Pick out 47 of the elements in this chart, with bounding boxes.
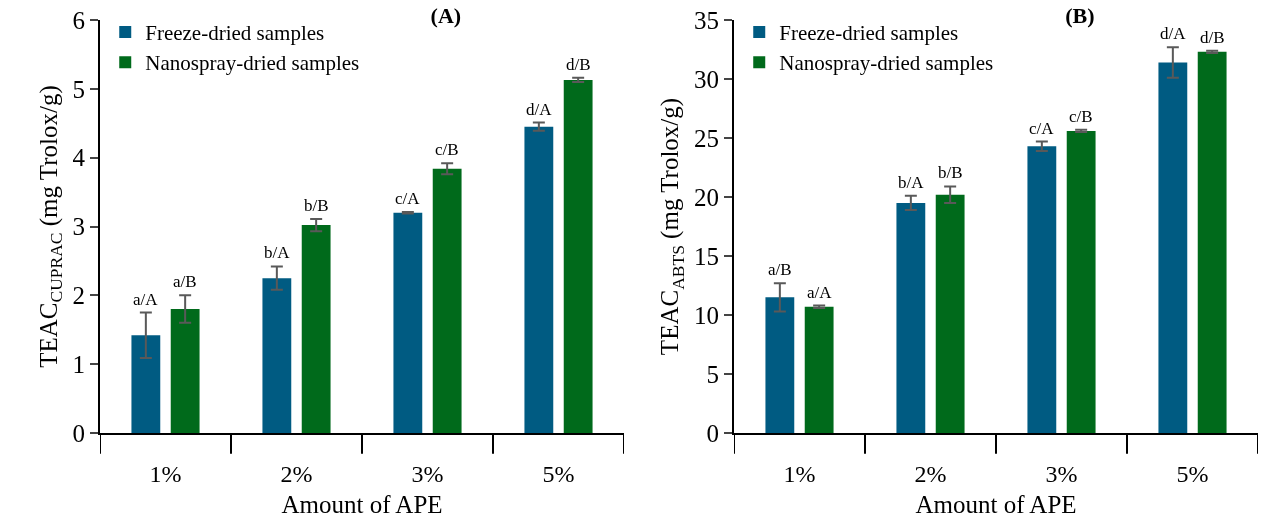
x-tick-label: 2%	[914, 460, 947, 487]
legend-label: Nanospray-dried samples	[779, 51, 994, 76]
x-tick-label: 1%	[149, 460, 182, 487]
y-tick-label: 35	[694, 6, 719, 34]
x-tick-label: 3%	[411, 460, 444, 487]
y-tick-label: 0	[72, 419, 85, 447]
y-tick-label: 15	[694, 242, 719, 270]
y-tick-label: 1	[72, 350, 85, 378]
x-tick-label: 1%	[783, 460, 816, 487]
data-label: b/B	[938, 163, 963, 182]
x-tick-label: 5%	[1176, 460, 1209, 487]
y-tick-label: 5	[706, 360, 719, 388]
y-tick-label: 6	[72, 6, 85, 34]
data-label: c/B	[1069, 107, 1093, 126]
legend-label: Nanospray-dried samples	[145, 51, 360, 76]
y-tick-label: 5	[72, 75, 85, 103]
chart-title: (B)	[1065, 3, 1095, 29]
data-label: b/A	[898, 173, 925, 192]
y-tick-label: 0	[706, 419, 719, 447]
data-label: c/A	[395, 189, 421, 208]
data-label: a/A	[133, 290, 159, 309]
y-tick-label: 20	[694, 183, 719, 211]
data-label: a/B	[173, 272, 197, 291]
y-tick-label: 10	[694, 301, 719, 329]
x-tick-label: 2%	[280, 460, 313, 487]
data-label: d/B	[1200, 28, 1225, 47]
y-tick-label: 25	[694, 124, 719, 152]
y-tick-label: 3	[72, 213, 85, 241]
legend-label: Freeze-dried samples	[779, 21, 959, 46]
data-label: a/B	[768, 260, 792, 279]
data-label: b/A	[264, 243, 291, 262]
data-label: a/A	[807, 283, 833, 302]
x-axis-title: Amount of APE	[281, 491, 443, 519]
y-tick-label: 30	[694, 65, 719, 93]
x-axis-title: Amount of APE	[915, 491, 1077, 519]
y-tick-label: 2	[72, 282, 85, 310]
legend-label: Freeze-dried samples	[145, 21, 325, 46]
data-label: c/B	[435, 140, 459, 159]
data-label: d/A	[526, 100, 553, 119]
y-tick-label: 4	[72, 144, 86, 172]
data-label: b/B	[304, 196, 329, 215]
x-tick-label: 5%	[542, 460, 575, 487]
data-label: c/A	[1029, 119, 1055, 138]
data-label: d/B	[566, 55, 591, 74]
chart-title: (A)	[430, 3, 462, 29]
x-tick-label: 3%	[1045, 460, 1078, 487]
data-label: d/A	[1160, 24, 1187, 43]
